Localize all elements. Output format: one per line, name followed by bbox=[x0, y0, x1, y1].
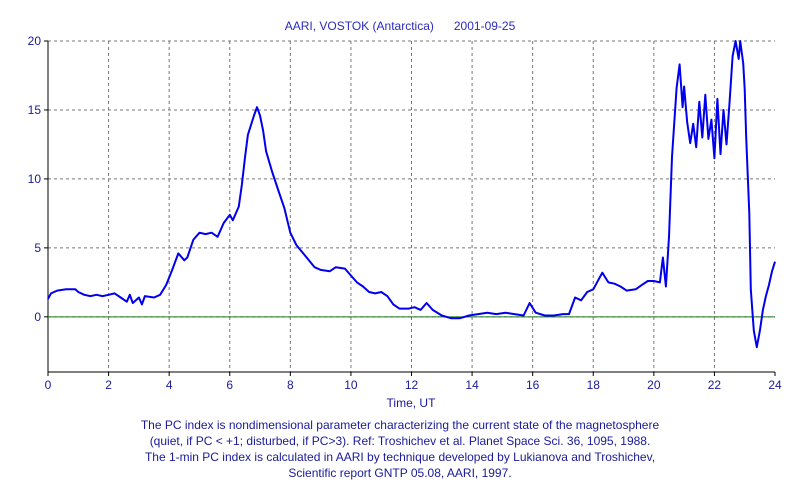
footnote-line: (quiet, if PC < +1; disturbed, if PC>3).… bbox=[149, 434, 651, 448]
x-tick-label: 6 bbox=[226, 378, 233, 392]
x-tick-label: 8 bbox=[287, 378, 294, 392]
pc-index-series-line bbox=[47, 40, 776, 349]
x-tick-label: 10 bbox=[344, 378, 358, 392]
x-tick-label: 12 bbox=[405, 378, 419, 392]
x-axis-label: Time, UT bbox=[386, 396, 436, 410]
x-tick-label: 22 bbox=[708, 378, 722, 392]
y-tick-label: 10 bbox=[28, 172, 42, 186]
y-tick-label: 15 bbox=[28, 103, 42, 117]
y-tick-label: 0 bbox=[34, 310, 41, 324]
x-tick-label: 0 bbox=[45, 378, 52, 392]
footnote-line: The PC index is nondimensional parameter… bbox=[140, 418, 660, 432]
footnote-block: The PC index is nondimensional parameter… bbox=[0, 417, 800, 481]
x-tick-label: 20 bbox=[647, 378, 661, 392]
x-tick-label: 18 bbox=[587, 378, 601, 392]
x-tick-label: 4 bbox=[166, 378, 173, 392]
x-tick-label: 2 bbox=[105, 378, 112, 392]
x-tick-label: 16 bbox=[526, 378, 540, 392]
y-tick-label: 20 bbox=[28, 34, 42, 48]
x-tick-label: 24 bbox=[768, 378, 782, 392]
footnote-line: The 1-min PC index is calculated in AARI… bbox=[144, 450, 656, 464]
y-tick-label: 5 bbox=[34, 241, 41, 255]
x-tick-label: 14 bbox=[465, 378, 479, 392]
footnote-line: Scientific report GNTP 05.08, AARI, 1997… bbox=[288, 466, 512, 480]
chart-title: AARI, VOSTOK (Antarctica) 2001-09-25 bbox=[284, 19, 516, 33]
